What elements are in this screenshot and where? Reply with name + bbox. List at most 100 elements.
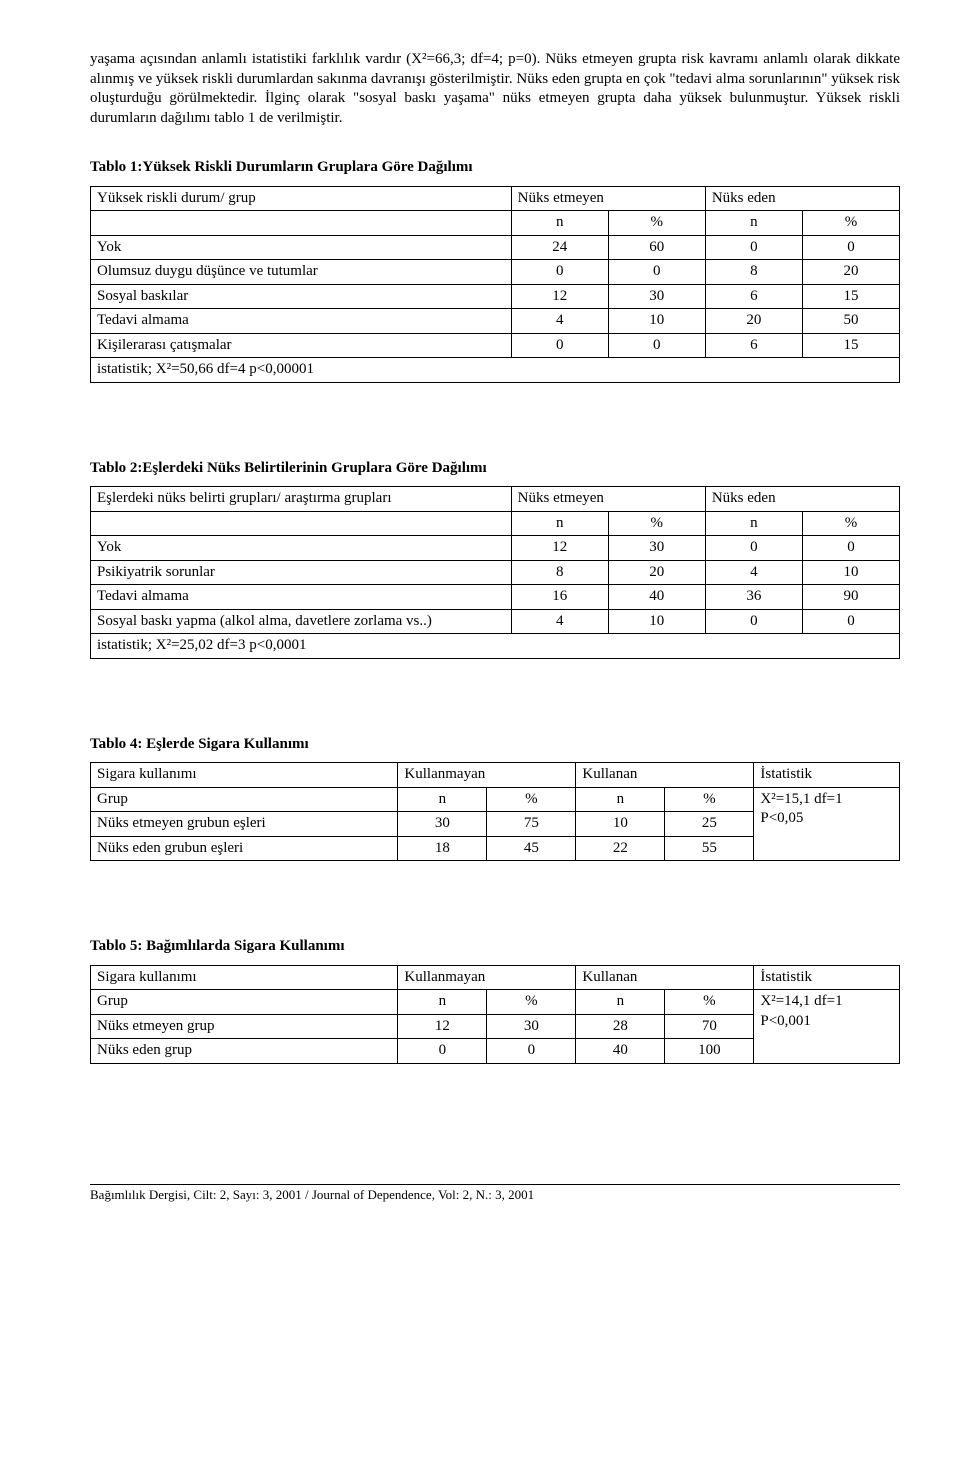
table5: Sigara kullanımı Kullanmayan Kullanan İs… <box>90 965 900 1064</box>
table2-group-b: Nüks eden <box>705 487 899 512</box>
table4: Sigara kullanımı Kullanmayan Kullanan İs… <box>90 762 900 861</box>
sub-n: n <box>511 511 608 536</box>
cell: 0 <box>511 260 608 285</box>
intro-paragraph: yaşama açısından anlamlı istatistiki far… <box>90 50 900 128</box>
table1-blank <box>91 211 512 236</box>
cell: 10 <box>576 812 665 837</box>
row-label: Nüks eden grubun eşleri <box>91 836 398 861</box>
table2: Eşlerdeki nüks belirti grupları/ araştır… <box>90 486 900 659</box>
table2-col-label: Eşlerdeki nüks belirti grupları/ araştır… <box>91 487 512 512</box>
sub-n: n <box>705 511 802 536</box>
stat-text: istatistik; X²=25,02 df=3 p<0,0001 <box>91 634 900 659</box>
row-label: Nüks eden grup <box>91 1039 398 1064</box>
table4-col-label: Sigara kullanımı <box>91 763 398 788</box>
page-footer: Bağımlılık Dergisi, Cilt: 2, Sayı: 3, 20… <box>90 1184 900 1204</box>
cell: 20 <box>608 560 705 585</box>
table5-group-b: Kullanan <box>576 965 754 990</box>
cell: 4 <box>705 560 802 585</box>
table5-title: Tablo 5: Bağımlılarda Sigara Kullanımı <box>90 937 900 957</box>
table2-group-a: Nüks etmeyen <box>511 487 705 512</box>
cell: 16 <box>511 585 608 610</box>
cell: 0 <box>802 235 899 260</box>
table1-col-label: Yüksek riskli durum/ grup <box>91 186 512 211</box>
row-label: Tedavi almama <box>91 309 512 334</box>
table5-stat-cell: X²=14,1 df=1 P<0,001 <box>754 990 900 1064</box>
cell: 24 <box>511 235 608 260</box>
row-label: Yok <box>91 536 512 561</box>
table5-group-a: Kullanmayan <box>398 965 576 990</box>
cell: 8 <box>705 260 802 285</box>
cell: 100 <box>665 1039 754 1064</box>
table4-title: Tablo 4: Eşlerde Sigara Kullanımı <box>90 735 900 755</box>
cell: 30 <box>608 536 705 561</box>
sub-p: % <box>665 787 754 812</box>
table-row: Sosyal baskılar 12 30 6 15 <box>91 284 900 309</box>
row-label: Nüks etmeyen grup <box>91 1014 398 1039</box>
sub-n: n <box>398 787 487 812</box>
sub-p: % <box>487 990 576 1015</box>
row-label: Sosyal baskılar <box>91 284 512 309</box>
cell: 60 <box>608 235 705 260</box>
table4-stat-header: İstatistik <box>754 763 900 788</box>
table1-sub-n: n <box>511 211 608 236</box>
cell: 4 <box>511 309 608 334</box>
table1-sub-n: n <box>705 211 802 236</box>
cell: 0 <box>511 333 608 358</box>
cell: 12 <box>511 284 608 309</box>
table-row: Tedavi almama 4 10 20 50 <box>91 309 900 334</box>
stat-line1: X²=15,1 df=1 <box>760 790 893 810</box>
table-row: Psikiyatrik sorunlar 8 20 4 10 <box>91 560 900 585</box>
table1-sub-p: % <box>802 211 899 236</box>
cell: 40 <box>608 585 705 610</box>
sub-n: n <box>576 787 665 812</box>
table1-group-b: Nüks eden <box>705 186 899 211</box>
table-row: Sosyal baskı yapma (alkol alma, davetler… <box>91 609 900 634</box>
table2-blank <box>91 511 512 536</box>
cell: 15 <box>802 284 899 309</box>
sub-p: % <box>487 787 576 812</box>
cell: 0 <box>802 609 899 634</box>
cell: 6 <box>705 333 802 358</box>
cell: 25 <box>665 812 754 837</box>
table-row: Yok 12 30 0 0 <box>91 536 900 561</box>
cell: 4 <box>511 609 608 634</box>
cell: 10 <box>802 560 899 585</box>
cell: 20 <box>802 260 899 285</box>
table1-sub-p: % <box>608 211 705 236</box>
stat-line1: X²=14,1 df=1 <box>760 992 893 1012</box>
table5-stat-header: İstatistik <box>754 965 900 990</box>
cell: 0 <box>398 1039 487 1064</box>
cell: 90 <box>802 585 899 610</box>
table1-title: Tablo 1:Yüksek Riskli Durumların Gruplar… <box>90 158 900 178</box>
cell: 28 <box>576 1014 665 1039</box>
cell: 10 <box>608 609 705 634</box>
row-label: Nüks etmeyen grubun eşleri <box>91 812 398 837</box>
cell: 6 <box>705 284 802 309</box>
table1-stat-row: istatistik; X²=50,66 df=4 p<0,00001 <box>91 358 900 383</box>
cell: 0 <box>705 536 802 561</box>
cell: 70 <box>665 1014 754 1039</box>
cell: 30 <box>398 812 487 837</box>
table1: Yüksek riskli durum/ grup Nüks etmeyen N… <box>90 186 900 383</box>
sub-p: % <box>665 990 754 1015</box>
cell: 55 <box>665 836 754 861</box>
cell: 8 <box>511 560 608 585</box>
cell: 20 <box>705 309 802 334</box>
cell: 15 <box>802 333 899 358</box>
sub-p: % <box>608 511 705 536</box>
table1-group-a: Nüks etmeyen <box>511 186 705 211</box>
cell: 45 <box>487 836 576 861</box>
cell: 0 <box>487 1039 576 1064</box>
table-row: Tedavi almama 16 40 36 90 <box>91 585 900 610</box>
cell: 18 <box>398 836 487 861</box>
stat-line2: P<0,001 <box>760 1012 893 1032</box>
row-label: Sosyal baskı yapma (alkol alma, davetler… <box>91 609 512 634</box>
row-label: Yok <box>91 235 512 260</box>
cell: 0 <box>705 609 802 634</box>
table-row: Kişilerarası çatışmalar 0 0 6 15 <box>91 333 900 358</box>
row-label: Tedavi almama <box>91 585 512 610</box>
cell: 0 <box>705 235 802 260</box>
sub-p: % <box>802 511 899 536</box>
stat-line2: P<0,05 <box>760 809 893 829</box>
table-row: Olumsuz duygu düşünce ve tutumlar 0 0 8 … <box>91 260 900 285</box>
